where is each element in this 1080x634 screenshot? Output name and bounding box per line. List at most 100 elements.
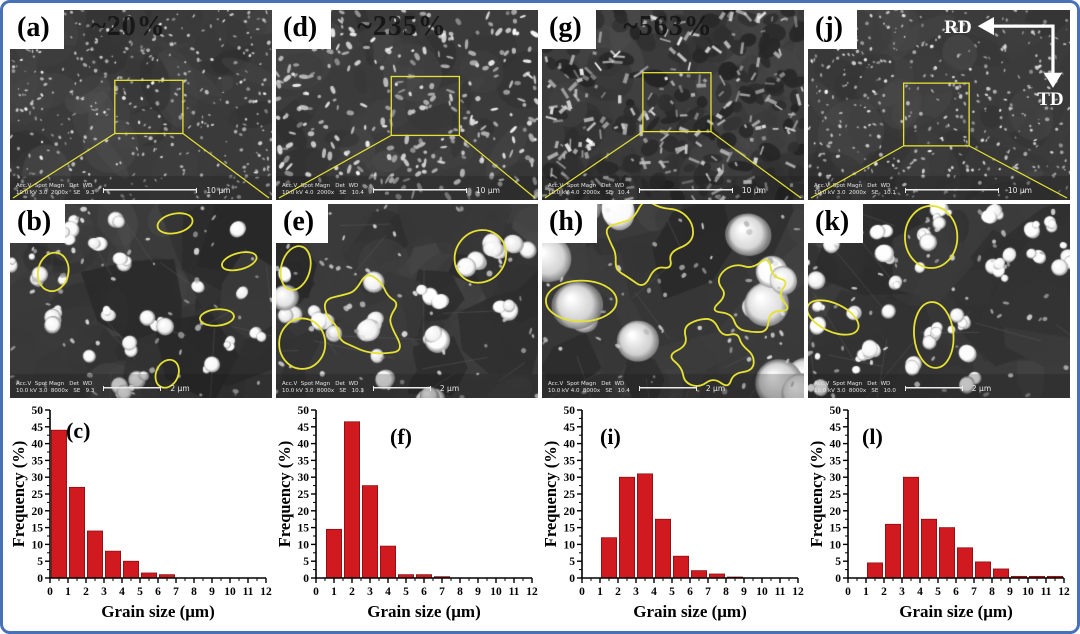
chart-text: 1: [597, 586, 603, 598]
histogram-bar: [957, 547, 974, 579]
chart-text: 45: [32, 422, 44, 434]
strain-label-d: ~235%: [357, 11, 447, 42]
chart-panel-i: 0 5 10 15 20 25 30 35 40 45 50 0 1 2 3 4 5 6 7 8 9 10 11 12 Grai…: [542, 402, 804, 624]
panel-letter-b: (b): [10, 204, 66, 243]
chart-text: 11: [775, 586, 786, 598]
chart-text: 10: [564, 539, 576, 551]
histogram-bar: [866, 562, 883, 579]
chart-text: 0: [47, 586, 53, 598]
sem-info-bar-a: Acc.V Spot Magn Det WD 10.0 kV 3.0 2000x …: [16, 183, 230, 197]
chart-text: 11: [1041, 586, 1052, 598]
strain-label-a: ~20%: [91, 11, 166, 42]
chart-text: 50: [298, 405, 310, 417]
chart-text: 5: [137, 586, 143, 598]
sem-info-bar-b: Acc.V Spot Magn Det WD 10.0 kV 3.0 8000x …: [16, 381, 190, 395]
chart-text: 10: [1022, 586, 1034, 598]
scale-label: 2 μm: [971, 383, 992, 393]
chart-text: 8: [989, 586, 995, 598]
scale-label: 10 μm: [741, 185, 766, 195]
scale-bar: [103, 385, 162, 391]
highlight-ellipse: [279, 245, 312, 291]
zoom-box: [390, 75, 461, 137]
sem-info-line2: 10.0 kV 4.0 8000x SE 10.4: [548, 388, 630, 394]
chart-text: 15: [298, 523, 310, 535]
callout-line-left: [810, 145, 904, 199]
x-axis-title: Grain size (μm): [899, 602, 1013, 621]
sem-info-bar-k: Acc.V Spot Magn Det WD 10.0 kV 3.0 8000x …: [814, 381, 991, 395]
sem-info-bar-j: Acc.V Spot Magn Det WD 10.0 kV 3.0 2000x …: [814, 183, 1032, 197]
chart-text: 20: [830, 506, 842, 518]
sem-info-line1: Acc.V Spot Magn Det WD: [282, 381, 359, 387]
chart-text: 15: [830, 523, 842, 535]
chart-text: 2: [615, 586, 621, 598]
histogram-bar: [50, 429, 67, 579]
chart-text: 5: [935, 586, 941, 598]
chart-text: 40: [564, 439, 576, 451]
chart-panel-f: 0 5 10 15 20 25 30 35 40 45 50 0 1 2 3 4 5 6 7 8 9 10 11 12 Grai…: [276, 402, 538, 624]
y-axis-title: Frequency (%): [10, 441, 28, 547]
chart-text: 9: [741, 586, 747, 598]
y-axis-title: Frequency (%): [542, 441, 560, 547]
callout-line-right: [968, 145, 1068, 199]
chart-text: 3: [899, 586, 905, 598]
chart-text: 8: [723, 586, 729, 598]
highlight-ellipse: [808, 299, 860, 336]
chart-panel-letter: (i): [600, 424, 621, 449]
rd-arrow-head: [977, 17, 995, 36]
scale-bar: [372, 187, 467, 193]
chart-text: 10: [830, 539, 842, 551]
chart-text: 50: [830, 405, 842, 417]
annotation-overlay-a: [12, 79, 270, 199]
sem-panel-d: (d) ~235% Acc.V Spot Magn Det WD 10.0 kV …: [276, 10, 538, 200]
sem-info-bar-e: Acc.V Spot Magn Det WD 10.0 kV 3.0 8000x …: [282, 381, 459, 395]
histogram-bar: [122, 560, 139, 579]
panel-letter-a: (a): [10, 10, 64, 49]
sem-info-line1: Acc.V Spot Magn Det WD: [548, 381, 625, 387]
chart-text: 10: [756, 586, 768, 598]
sem-info-bar-g: Acc.V Spot Magn Det WD 10.0 kV 4.0 2000x …: [548, 183, 766, 197]
chart-panel-c: 0 5 10 15 20 25 30 35 40 45 50 0 1 2 3 4 5 6 7 8 9 10 11 12 Grai…: [10, 402, 272, 624]
chart-text: 0: [313, 586, 319, 598]
strain-label-g: ~563%: [623, 11, 713, 42]
chart-text: 25: [298, 489, 310, 501]
chart-text: 10: [32, 539, 44, 551]
callout-line-left: [278, 134, 392, 199]
annotation-overlay-b: [36, 212, 258, 389]
scale-label: 10 μm: [206, 185, 231, 195]
chart-text: 5: [37, 556, 43, 568]
chart-text: 0: [579, 586, 585, 598]
scale-label: 2 μm: [705, 383, 726, 393]
chart-text: 11: [243, 586, 254, 598]
annotation-overlay-h: [545, 204, 789, 387]
panel-letter-j: (j): [808, 10, 857, 49]
callout-line-left: [12, 132, 116, 199]
histogram-bar: [884, 523, 901, 579]
histogram-bar: [86, 530, 103, 579]
annotation-overlay-k: [808, 205, 959, 369]
highlight-ellipse: [199, 308, 235, 327]
chart-text: 12: [526, 586, 538, 598]
scale-label: 10 μm: [1007, 185, 1032, 195]
highlight-ellipse: [904, 205, 959, 269]
chart-text: 0: [845, 586, 851, 598]
sem-info-line1: Acc.V Spot Magn Det WD: [548, 183, 625, 189]
chart-text: 50: [564, 405, 576, 417]
highlight-ellipse: [545, 279, 618, 323]
chart-text: 3: [367, 586, 373, 598]
chart-text: 9: [1007, 586, 1013, 598]
sem-info-line2: 10.0 kV 4.0 2000x SE 10.4: [548, 190, 630, 196]
panel-letter-k: (k): [808, 204, 864, 243]
scale-bar: [372, 385, 431, 391]
histogram-bar: [600, 537, 617, 579]
highlight-outline: [605, 204, 694, 286]
chart-text: 9: [209, 586, 215, 598]
x-axis-title: Grain size (μm): [367, 602, 481, 621]
highlight-outline: [670, 318, 755, 387]
chart-text: 3: [101, 586, 107, 598]
sem-info-line1: Acc.V Spot Magn Det WD: [282, 183, 359, 189]
chart-text: 0: [37, 573, 43, 585]
chart-text: 7: [971, 586, 977, 598]
annotation-overlay-j: RD TD: [810, 17, 1068, 199]
panel-letter-g: (g): [542, 10, 596, 49]
